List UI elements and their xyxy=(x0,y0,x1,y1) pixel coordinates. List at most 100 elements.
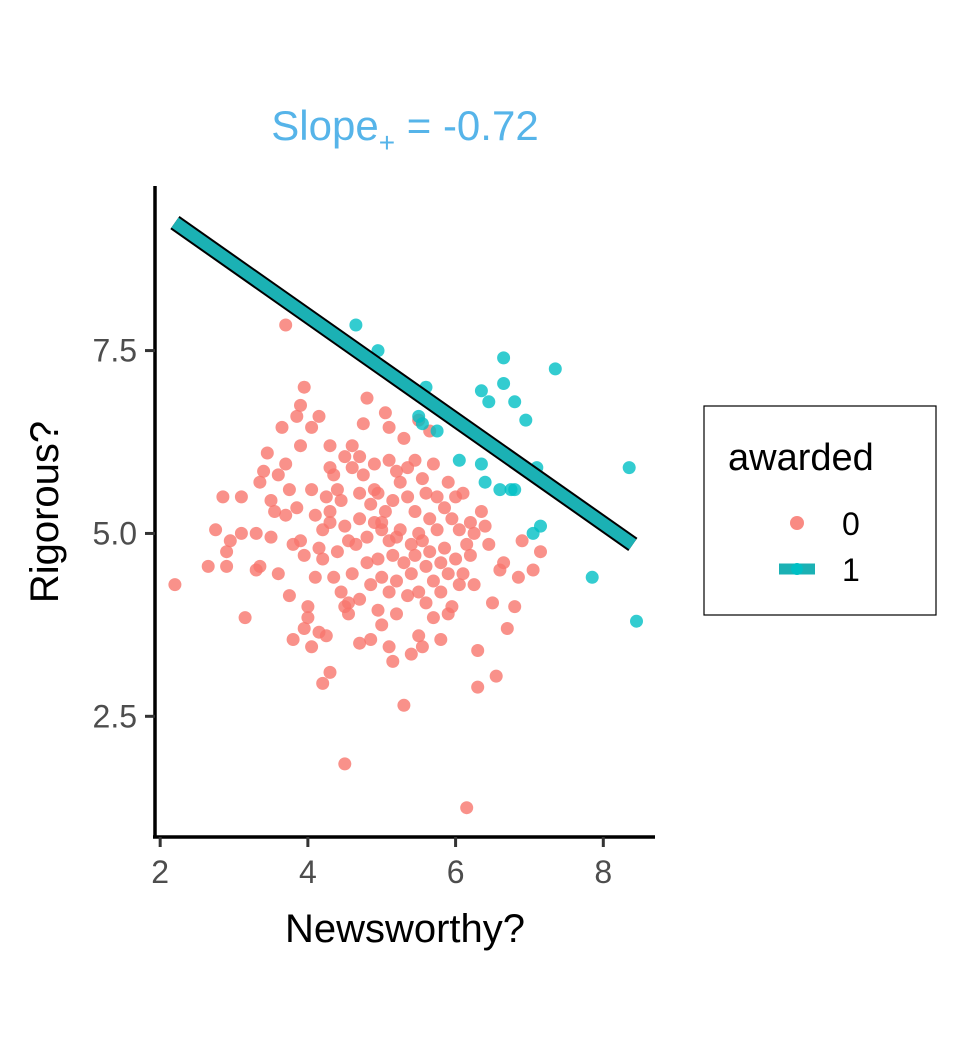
point-awarded-0-171 xyxy=(534,545,547,559)
point-awarded-0-115 xyxy=(408,453,422,467)
point-awarded-0-72 xyxy=(353,592,367,606)
point-awarded-0-29 xyxy=(294,398,307,412)
point-awarded-0-3 xyxy=(220,545,234,559)
point-awarded-0-41 xyxy=(312,541,326,555)
point-awarded-0-154 xyxy=(463,548,477,562)
point-awarded-0-131 xyxy=(426,574,440,588)
point-awarded-0-46 xyxy=(319,490,333,504)
point-awarded-0-54 xyxy=(327,570,341,584)
point-awarded-0-159 xyxy=(474,505,488,518)
point-awarded-1-22 xyxy=(585,570,599,584)
point-awarded-0-94 xyxy=(378,505,392,518)
point-awarded-0-162 xyxy=(486,596,499,610)
point-awarded-0-98 xyxy=(386,654,400,668)
point-awarded-0-137 xyxy=(434,633,448,646)
point-awarded-0-32 xyxy=(290,501,304,515)
point-awarded-0-123 xyxy=(415,534,429,548)
point-awarded-0-106 xyxy=(397,556,411,570)
point-awarded-0-114 xyxy=(404,647,418,661)
point-awarded-0-107 xyxy=(397,698,411,712)
fit-line-group xyxy=(170,216,638,551)
point-awarded-0-135 xyxy=(434,556,448,570)
point-awarded-0-93 xyxy=(382,453,396,467)
point-awarded-0-64 xyxy=(342,607,355,621)
point-awarded-0-82 xyxy=(367,457,381,471)
point-awarded-0-17 xyxy=(271,567,285,581)
point-awarded-0-23 xyxy=(279,508,293,522)
point-awarded-1-8 xyxy=(482,395,496,409)
point-awarded-0-126 xyxy=(419,559,433,573)
point-awarded-0-31 xyxy=(294,439,307,453)
point-awarded-0-12 xyxy=(257,464,271,478)
point-awarded-0-165 xyxy=(497,556,511,570)
point-awarded-0-67 xyxy=(345,567,359,581)
point-awarded-0-5 xyxy=(223,534,237,548)
point-awarded-0-11 xyxy=(253,475,267,489)
point-awarded-0-147 xyxy=(452,523,466,537)
point-awarded-0-100 xyxy=(386,548,400,562)
point-awarded-1-0 xyxy=(349,318,363,332)
point-awarded-0-7 xyxy=(234,490,248,504)
chart-title-subscript: + xyxy=(379,127,395,158)
point-awarded-0-102 xyxy=(390,574,403,588)
point-awarded-0-168 xyxy=(511,570,525,584)
point-awarded-0-99 xyxy=(386,494,400,507)
point-awarded-0-77 xyxy=(360,530,374,544)
point-awarded-1-10 xyxy=(497,377,511,390)
point-awarded-0-174 xyxy=(312,409,326,423)
point-awarded-0-90 xyxy=(375,618,389,632)
point-awarded-0-178 xyxy=(327,468,341,482)
chart-title-value: = -0.72 xyxy=(395,102,539,149)
fit-line xyxy=(171,217,637,550)
point-awarded-1-21 xyxy=(548,362,562,376)
point-awarded-0-10 xyxy=(249,526,263,540)
point-awarded-0-36 xyxy=(297,622,311,635)
point-awarded-0-65 xyxy=(345,439,359,453)
point-awarded-0-158 xyxy=(471,644,485,657)
point-awarded-0-121 xyxy=(412,629,426,643)
point-awarded-0-35 xyxy=(301,600,315,614)
x-tick-label-0: 2 xyxy=(151,854,169,890)
point-awarded-0-86 xyxy=(371,552,385,566)
point-awarded-0-136 xyxy=(434,585,448,599)
point-awarded-0-103 xyxy=(390,607,403,621)
point-awarded-0-156 xyxy=(467,578,481,592)
point-awarded-0-172 xyxy=(338,757,352,771)
y-ticks: 2.5 5.0 7.5 xyxy=(93,333,155,734)
plot-points xyxy=(168,318,643,815)
point-awarded-0-161 xyxy=(482,537,496,551)
y-axis-label: Rigorous? xyxy=(23,421,67,603)
point-awarded-0-15 xyxy=(264,494,278,507)
point-awarded-0-18 xyxy=(260,446,274,460)
point-awarded-0-155 xyxy=(467,526,481,540)
point-awarded-0-69 xyxy=(353,450,367,464)
point-awarded-0-153 xyxy=(463,516,477,529)
point-awarded-0-127 xyxy=(419,596,433,610)
point-awarded-0-20 xyxy=(271,468,285,482)
point-awarded-0-25 xyxy=(282,589,296,603)
point-awarded-1-23 xyxy=(622,461,636,475)
point-awarded-0-105 xyxy=(393,523,407,537)
point-awarded-0-1 xyxy=(201,559,215,573)
point-awarded-0-33 xyxy=(294,534,307,548)
point-awarded-0-143 xyxy=(445,512,459,526)
point-awarded-0-128 xyxy=(423,512,437,526)
point-awarded-0-97 xyxy=(382,640,396,654)
point-awarded-0-56 xyxy=(330,483,344,497)
point-awarded-0-75 xyxy=(360,391,374,405)
point-awarded-0-16 xyxy=(268,505,282,518)
point-awarded-0-42 xyxy=(301,611,315,625)
point-awarded-1-6 xyxy=(452,453,466,467)
legend-title: awarded xyxy=(728,437,874,479)
point-awarded-1-4 xyxy=(415,417,429,431)
point-awarded-0-34 xyxy=(297,548,311,562)
point-awarded-0-37 xyxy=(305,420,319,434)
point-awarded-0-2 xyxy=(209,523,223,537)
legend-key-0 xyxy=(790,516,804,530)
point-awarded-1-7 xyxy=(474,384,488,398)
point-awarded-0-148 xyxy=(452,578,466,592)
point-awarded-0-14 xyxy=(264,530,278,544)
point-awarded-0-28 xyxy=(290,409,304,423)
point-awarded-0-96 xyxy=(382,585,396,599)
